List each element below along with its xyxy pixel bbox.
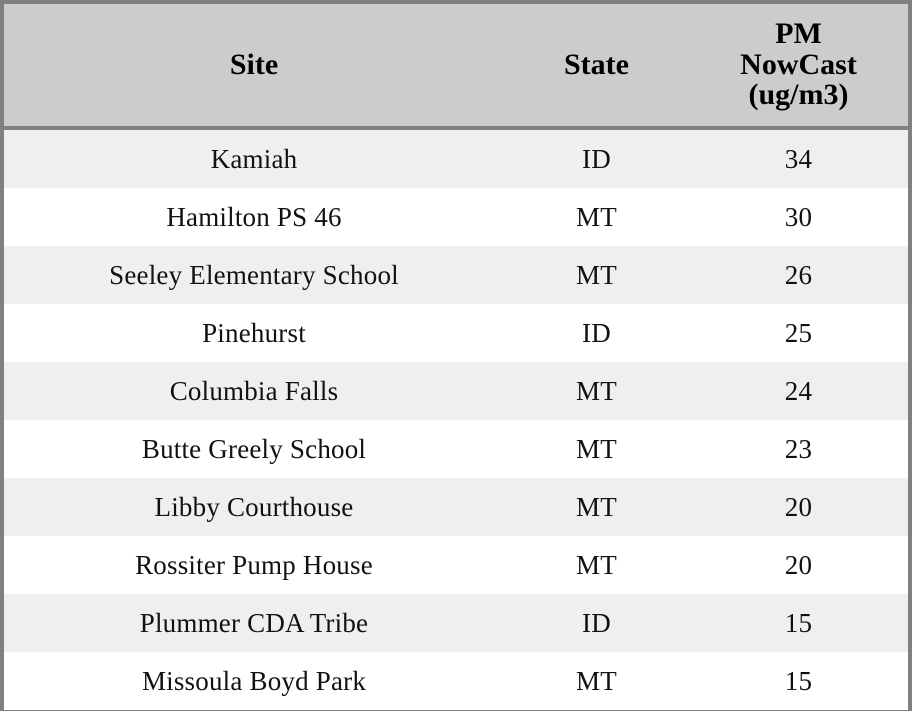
table-row[interactable]: Seeley Elementary School MT 26	[4, 246, 908, 304]
column-header-state[interactable]: State	[504, 4, 689, 130]
cell-state: MT	[504, 420, 689, 478]
cell-site: Missoula Boyd Park	[4, 652, 504, 710]
cell-site: Seeley Elementary School	[4, 246, 504, 304]
cell-state: MT	[504, 652, 689, 710]
table-header-row: Site State PM NowCast (ug/m3)	[4, 4, 908, 130]
cell-state: MT	[504, 188, 689, 246]
cell-pm-nowcast: 23	[689, 420, 908, 478]
table-body: Kamiah ID 34 Hamilton PS 46 MT 30 Seeley…	[4, 128, 908, 710]
cell-pm-nowcast: 25	[689, 304, 908, 362]
cell-site: Libby Courthouse	[4, 478, 504, 536]
cell-pm-nowcast: 34	[689, 128, 908, 188]
cell-pm-nowcast: 30	[689, 188, 908, 246]
table-row[interactable]: Columbia Falls MT 24	[4, 362, 908, 420]
table-row[interactable]: Pinehurst ID 25	[4, 304, 908, 362]
cell-state: MT	[504, 362, 689, 420]
column-header-pm-nowcast[interactable]: PM NowCast (ug/m3)	[689, 4, 908, 130]
table-row[interactable]: Missoula Boyd Park MT 15	[4, 652, 908, 710]
cell-state: ID	[504, 128, 689, 188]
cell-site: Rossiter Pump House	[4, 536, 504, 594]
cell-pm-nowcast: 15	[689, 652, 908, 710]
cell-state: ID	[504, 304, 689, 362]
cell-site: Columbia Falls	[4, 362, 504, 420]
cell-state: MT	[504, 246, 689, 304]
air-quality-table: Site State PM NowCast (ug/m3) Kamiah ID …	[4, 4, 908, 710]
table-row[interactable]: Plummer CDA Tribe ID 15	[4, 594, 908, 652]
cell-state: MT	[504, 536, 689, 594]
table-row[interactable]: Rossiter Pump House MT 20	[4, 536, 908, 594]
cell-state: MT	[504, 478, 689, 536]
cell-site: Pinehurst	[4, 304, 504, 362]
table-row[interactable]: Butte Greely School MT 23	[4, 420, 908, 478]
cell-site: Hamilton PS 46	[4, 188, 504, 246]
column-header-state-label: State	[564, 47, 629, 81]
cell-pm-nowcast: 20	[689, 536, 908, 594]
cell-pm-nowcast: 24	[689, 362, 908, 420]
cell-pm-nowcast: 20	[689, 478, 908, 536]
column-header-pm-nowcast-label: PM NowCast (ug/m3)	[740, 17, 857, 112]
table-row[interactable]: Kamiah ID 34	[4, 128, 908, 188]
table-header: Site State PM NowCast (ug/m3)	[4, 4, 908, 130]
table-row[interactable]: Libby Courthouse MT 20	[4, 478, 908, 536]
cell-pm-nowcast: 26	[689, 246, 908, 304]
table-row[interactable]: Hamilton PS 46 MT 30	[4, 188, 908, 246]
cell-site: Kamiah	[4, 128, 504, 188]
cell-state: ID	[504, 594, 689, 652]
cell-pm-nowcast: 15	[689, 594, 908, 652]
cell-site: Butte Greely School	[4, 420, 504, 478]
column-header-site[interactable]: Site	[4, 4, 504, 130]
column-header-site-label: Site	[229, 47, 279, 81]
cell-site: Plummer CDA Tribe	[4, 594, 504, 652]
